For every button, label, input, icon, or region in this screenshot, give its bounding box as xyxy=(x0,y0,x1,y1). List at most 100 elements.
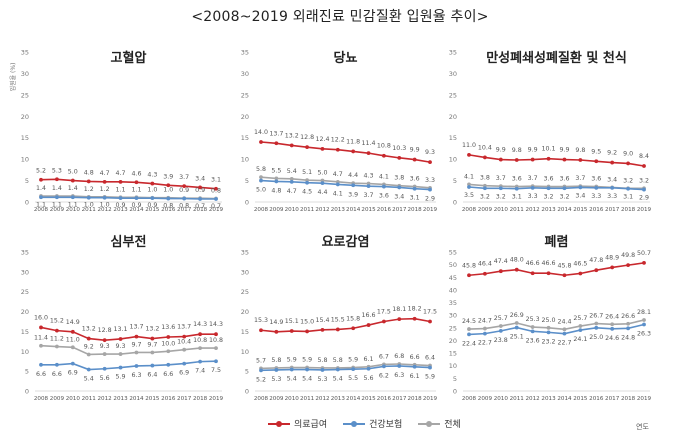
data-point-medical-aid xyxy=(134,180,139,185)
data-point-medical-aid xyxy=(530,157,535,162)
data-label-total: 3.4 xyxy=(607,176,617,183)
data-label-medical-aid: 4.8 xyxy=(84,169,94,176)
data-label-medical-aid: 13.6 xyxy=(161,324,175,331)
y-tick-label: 15 xyxy=(21,134,29,142)
data-point-total xyxy=(198,346,202,351)
chart-title: 폐렴 xyxy=(545,235,569,250)
data-label-health-insurance: 6.3 xyxy=(394,372,404,379)
x-tick-label: 2018 xyxy=(408,207,423,213)
y-tick-label: 35 xyxy=(21,49,29,57)
data-label-medical-aid: 12.8 xyxy=(300,134,314,141)
data-point-total xyxy=(166,349,171,354)
data-point-medical-aid xyxy=(166,183,171,188)
data-point-medical-aid xyxy=(642,164,646,168)
x-tick-label: 2015 xyxy=(361,207,376,213)
data-point-health-insurance xyxy=(498,328,503,333)
data-label-medical-aid: 3.4 xyxy=(195,175,205,182)
data-label-medical-aid: 17.5 xyxy=(377,309,391,316)
data-label-health-insurance: 6.9 xyxy=(68,370,78,377)
data-point-medical-aid xyxy=(335,327,340,332)
data-point-medical-aid xyxy=(366,323,371,327)
data-label-total: 4.3 xyxy=(364,173,374,180)
data-point-health-insurance xyxy=(578,185,583,190)
y-tick-label: 0 xyxy=(25,388,29,396)
data-point-total xyxy=(214,346,218,351)
data-point-medical-aid xyxy=(351,149,356,154)
data-label-total: 1.1 xyxy=(116,186,126,193)
data-label-health-insurance: 5.4 xyxy=(287,376,297,383)
data-point-total xyxy=(626,321,630,326)
data-label-total: 9.7 xyxy=(131,341,141,348)
data-label-health-insurance: 22.7 xyxy=(557,340,571,347)
data-point-health-insurance xyxy=(642,322,646,327)
data-point-health-insurance xyxy=(289,367,294,372)
data-label-total: 24.5 xyxy=(462,318,476,325)
data-label-medical-aid: 18.2 xyxy=(408,306,422,313)
y-tick-label: 5 xyxy=(453,375,457,383)
x-tick-label: 2008 xyxy=(254,396,269,402)
data-label-medical-aid: 3.7 xyxy=(179,174,189,181)
data-label-health-insurance: 5.2 xyxy=(256,376,266,383)
data-label-health-insurance: 5.4 xyxy=(84,376,94,383)
chart-title: 만성폐쇄성폐질환 및 천식 xyxy=(486,50,627,66)
y-tick-label: 15 xyxy=(449,134,457,142)
data-label-total: 5.9 xyxy=(302,357,312,364)
data-label-total: 3.6 xyxy=(544,176,554,183)
data-point-health-insurance xyxy=(198,359,202,364)
data-label-total: 1.2 xyxy=(84,186,94,193)
legend-dot xyxy=(426,420,433,427)
data-label-medical-aid: 13.1 xyxy=(114,326,128,333)
data-label-health-insurance: 3.3 xyxy=(591,193,601,200)
data-label-medical-aid: 15.4 xyxy=(315,317,329,324)
data-point-medical-aid xyxy=(610,160,615,165)
data-point-total xyxy=(259,175,263,180)
data-point-health-insurance xyxy=(562,186,567,191)
data-label-medical-aid: 49.8 xyxy=(621,252,635,259)
data-label-health-insurance: 5.6 xyxy=(100,375,110,382)
data-label-total: 9.3 xyxy=(116,343,126,350)
x-tick-label: 2010 xyxy=(66,207,81,213)
data-point-health-insurance xyxy=(610,185,615,190)
data-label-medical-aid: 5.3 xyxy=(52,167,62,174)
data-label-health-insurance: 0.9 xyxy=(131,202,141,209)
data-point-medical-aid xyxy=(467,273,471,278)
y-tick-label: 15 xyxy=(449,350,457,358)
data-point-health-insurance xyxy=(335,182,340,187)
data-point-health-insurance xyxy=(118,365,123,370)
data-point-medical-aid xyxy=(166,335,171,339)
data-label-health-insurance: 4.7 xyxy=(287,188,297,195)
data-label-total: 1.0 xyxy=(163,187,173,194)
y-tick-label: 5 xyxy=(25,177,29,185)
x-tick-label: 2014 xyxy=(129,396,144,402)
x-tick-label: 2016 xyxy=(161,396,176,402)
data-point-medical-aid xyxy=(467,152,471,157)
data-label-total: 5.4 xyxy=(287,168,297,175)
data-point-medical-aid xyxy=(483,271,487,276)
legend-label-total: 전체 xyxy=(444,420,461,430)
data-point-medical-aid xyxy=(150,336,155,341)
data-label-total: 9.2 xyxy=(84,343,94,350)
data-label-total: 5.8 xyxy=(317,357,327,364)
series-line-health-insurance xyxy=(41,360,217,371)
data-point-medical-aid xyxy=(594,268,599,273)
data-point-medical-aid xyxy=(102,179,107,184)
data-point-health-insurance xyxy=(259,368,263,373)
data-label-total: 10.8 xyxy=(209,337,223,344)
x-tick-label: 2011 xyxy=(82,396,97,402)
data-point-medical-aid xyxy=(289,329,294,333)
data-point-medical-aid xyxy=(86,336,91,341)
data-label-total: 6.7 xyxy=(379,353,389,360)
data-point-medical-aid xyxy=(118,337,123,341)
x-tick-label: 2014 xyxy=(129,207,144,213)
data-label-medical-aid: 4.7 xyxy=(116,170,126,177)
x-tick-label: 2019 xyxy=(423,396,438,402)
data-point-medical-aid xyxy=(198,185,202,190)
data-label-health-insurance: 26.3 xyxy=(637,331,651,338)
legend-dot xyxy=(351,420,358,427)
data-label-total: 1.1 xyxy=(131,186,141,193)
data-label-medical-aid: 12.8 xyxy=(98,327,112,334)
data-label-health-insurance: 23.8 xyxy=(494,337,508,344)
data-point-medical-aid xyxy=(530,271,535,276)
x-tick-label: 2014 xyxy=(346,207,361,213)
